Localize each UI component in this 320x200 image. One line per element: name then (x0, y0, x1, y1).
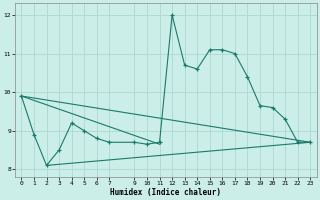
X-axis label: Humidex (Indice chaleur): Humidex (Indice chaleur) (110, 188, 221, 197)
